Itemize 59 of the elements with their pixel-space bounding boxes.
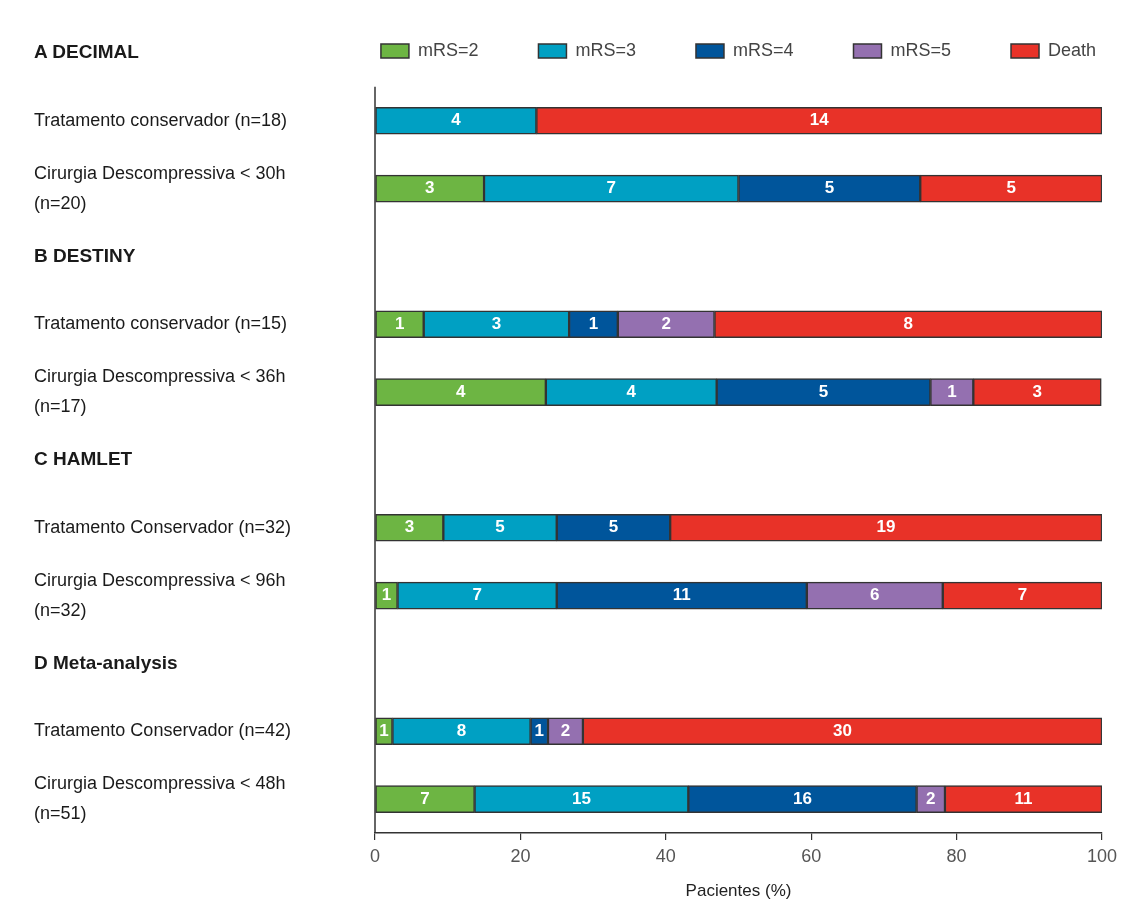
y-tick-label: Cirurgia Descompressiva < 96h (n=32) [34,569,286,620]
legend-label: mRS=4 [732,40,794,61]
y-tick-label: D Meta-analysis [34,651,178,673]
annotation: 1 [947,381,957,401]
legend-label: Death [1048,40,1097,61]
x-tick-label: 0 [369,845,381,866]
legend-label: mRS=3 [575,40,636,61]
y-tick-label: B DESTINY [34,244,136,266]
annotation: 2 [926,788,936,808]
x-tick-label: 60 [801,845,822,866]
annotation: 3 [425,178,435,198]
annotation: 7 [1017,585,1028,605]
annotation: 3 [491,313,502,333]
legend-label: mRS=2 [417,40,479,61]
x-tick-label: 100 [1086,845,1118,866]
annotation: 7 [472,585,482,605]
x-tick-label: 20 [510,845,531,866]
annotation: 5 [495,517,505,537]
y-tick-label: Tratamento conservador (n=15) [34,313,287,334]
annotation: 5 [824,178,835,198]
annotation: 2 [661,313,671,333]
annotation: 1 [394,313,405,333]
annotation: 30 [832,720,852,740]
x-tick-label: 80 [946,845,967,866]
annotation: 7 [606,178,616,198]
annotation: 1 [379,720,389,740]
annotation: 1 [588,313,599,333]
annotation: 5 [608,517,619,537]
annotation: 8 [903,313,913,333]
annotation: 6 [870,585,880,605]
annotation: 8 [456,720,467,740]
annotation: 19 [876,517,896,537]
y-tick-label: Cirurgia Descompressiva < 48h (n=51) [34,773,286,824]
annotation: 11 [1014,788,1033,808]
annotation: 2 [560,720,571,740]
annotation: 14 [809,110,830,130]
annotation: 7 [420,788,430,808]
legend-label: mRS=5 [890,40,952,61]
y-tick-label: Tratamento conservador (n=18) [34,109,287,130]
annotation: 3 [1032,381,1043,401]
annotation: 3 [404,517,415,537]
annotation: 15 [572,788,591,808]
annotation: 1 [381,585,392,605]
y-tick-label: C HAMLET [34,448,133,470]
x-tick-label: 40 [655,845,676,866]
annotation: 4 [455,381,466,401]
x-axis-title: Pacientes (%) [685,881,792,901]
y-tick-label: Cirurgia Descompressiva < 36h (n=17) [34,366,286,417]
annotation: 4 [626,381,637,401]
y-tick-label: Tratamento Conservador (n=42) [34,720,291,741]
annotation: 11 [672,585,691,605]
annotation: 5 [1006,178,1016,198]
annotation: 5 [818,381,829,401]
annotation: 16 [793,788,812,808]
annotation: 1 [534,720,545,740]
annotation: 4 [451,110,462,130]
y-tick-label: A DECIMAL [34,41,140,63]
y-tick-label: Tratamento Conservador (n=32) [34,516,291,537]
y-tick-label: Cirurgia Descompressiva < 30h (n=20) [34,162,286,213]
